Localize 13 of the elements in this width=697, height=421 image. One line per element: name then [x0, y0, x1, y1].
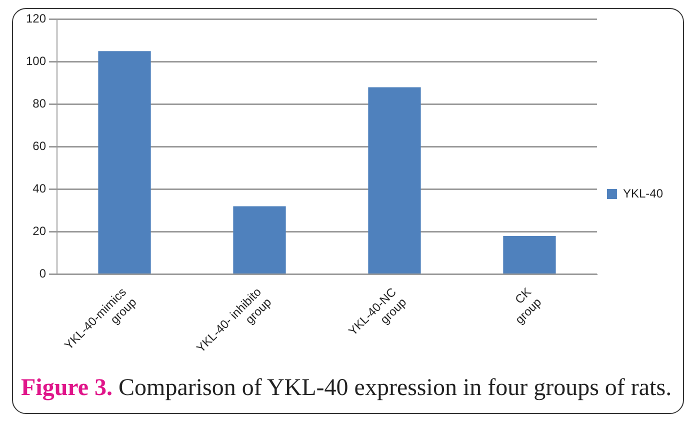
- y-tick-label: 80: [32, 96, 46, 111]
- y-tick-label: 20: [32, 224, 46, 238]
- bar: [503, 236, 556, 274]
- y-tick-label: 0: [39, 266, 46, 281]
- y-tick-label: 60: [32, 139, 46, 154]
- y-tick-label: 100: [26, 54, 46, 68]
- bar: [98, 51, 151, 274]
- legend-label: YKL-40: [622, 186, 664, 200]
- y-tick-label: 120: [26, 12, 46, 26]
- bar: [368, 87, 421, 274]
- bar: [233, 206, 286, 274]
- caption: Figure 3. Comparison of YKL-40 expression in four groups of rats.: [21, 375, 672, 401]
- y-tick-label: 40: [32, 182, 46, 196]
